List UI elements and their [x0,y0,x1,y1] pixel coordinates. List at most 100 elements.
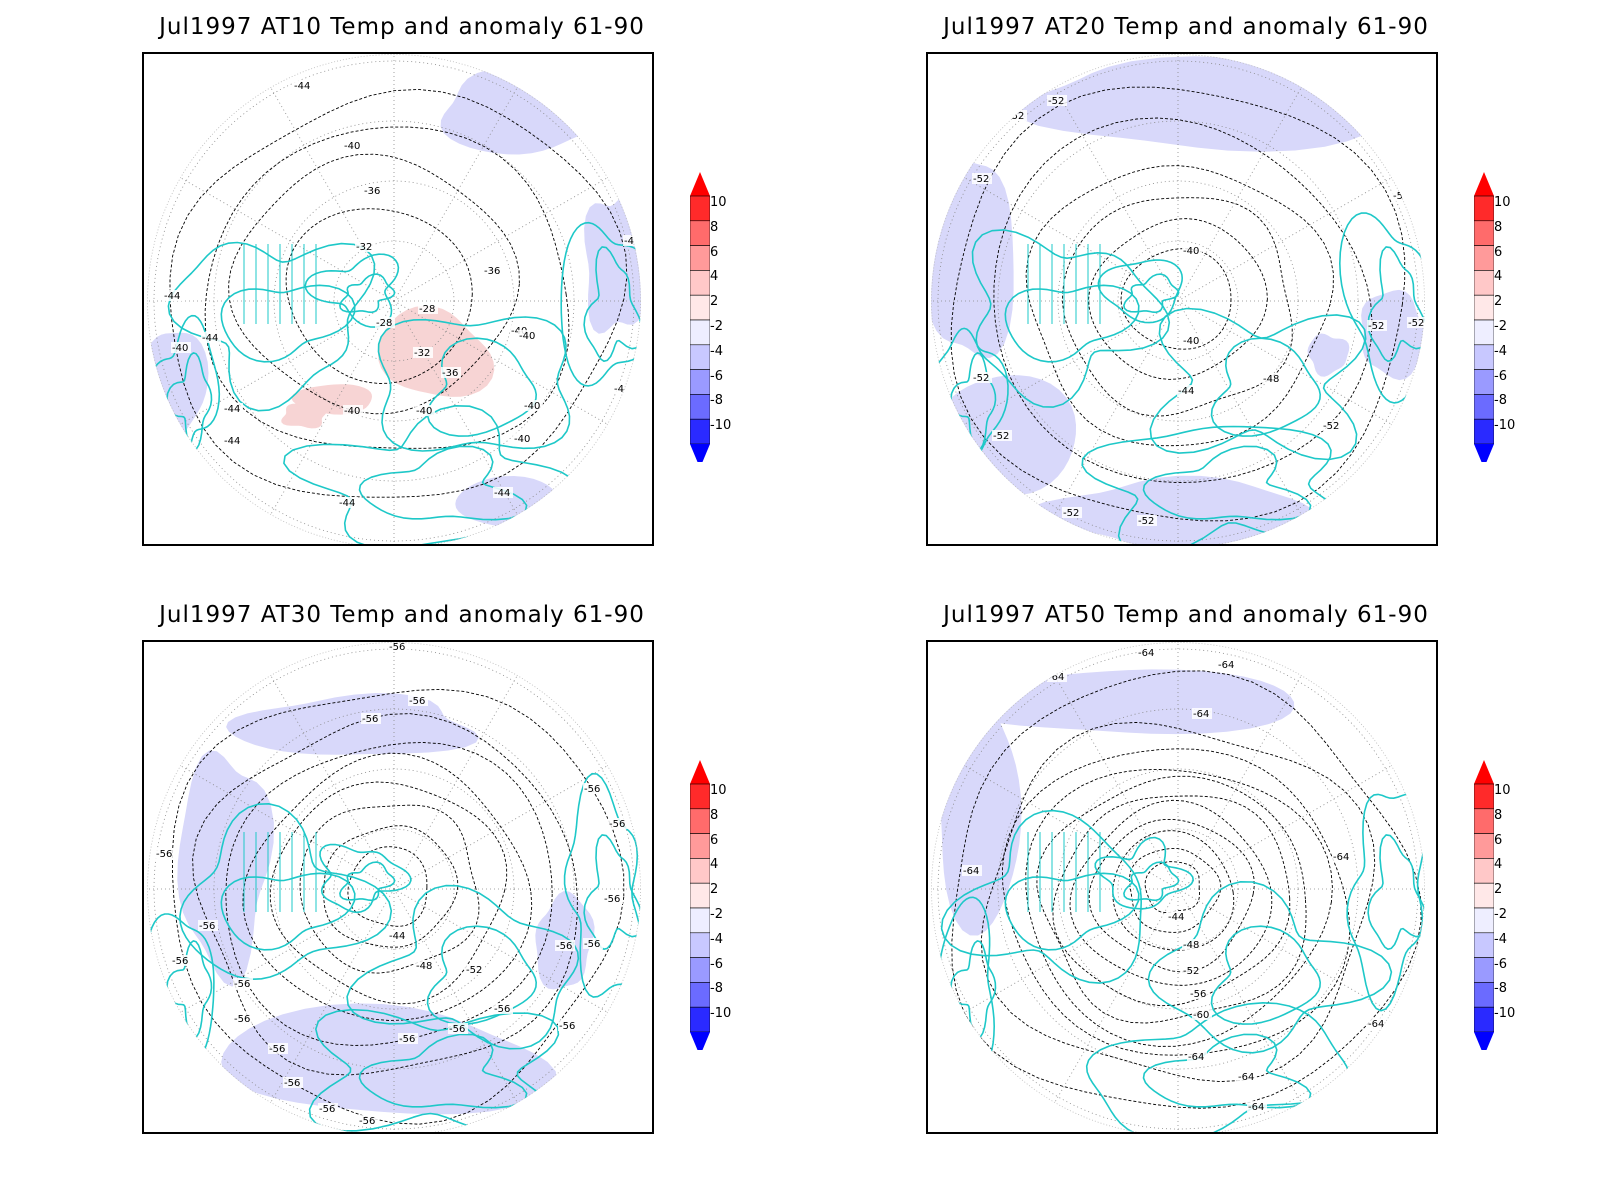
colorbar-label: -10 [710,1006,732,1022]
contour-label: -40 [524,401,540,412]
contour-label-bg [493,487,513,498]
contour-label-bg [343,140,363,151]
contour-label-bg [623,235,641,246]
colorbar-label: 6 [710,244,719,260]
contour-label: -52 [1138,516,1154,527]
contour-label-bg [1182,335,1202,346]
contour-label: -44 [389,931,405,942]
colorbar-label: 4 [710,857,719,873]
colorbar-segment [690,270,710,296]
colorbar-segment [690,808,710,834]
contour-label: -44 [202,333,218,344]
colorbar-label: 10 [710,195,727,210]
colorbar-svg [1474,760,1494,1050]
contour-label-bg [603,893,623,904]
polar-map: -52 -52 -52 -52 -40 -40 -44 -48 -52 -52 -52 -52 -52 -… [931,54,1425,544]
country-border [220,284,356,363]
colorbar-segment [690,957,710,983]
contour-label: -56 [494,1004,510,1015]
country-border [1004,284,1140,363]
contour-label: -32 [356,242,372,253]
contour-label: -44 [224,404,240,415]
contour-label: -44 [1168,912,1184,923]
colorbar-bottom-arrow [690,1032,710,1050]
contour-label: -48 [1183,940,1199,951]
polar-map-frame: -44 -40 -36 -32 -28 -28 -32 -36 -36 -40 -40 -44 -44 -… [142,52,654,546]
coastline [1149,307,1367,461]
cool-anomaly-area [939,669,1295,735]
contour-label: -44 [614,384,630,395]
contour-label-bg [171,955,191,966]
cool-anomaly-area [221,1003,558,1115]
cool-anomaly-area [440,69,611,155]
country-border [1367,834,1425,950]
contour-label: -56 [234,979,250,990]
contour-label: -52 [1408,318,1424,329]
contour-label-bg [198,920,218,931]
colorbar-segment [690,882,710,909]
temperature-contour [204,126,570,449]
country-border [1123,273,1180,314]
contour-label: -64 [1248,1102,1264,1113]
contour-label: -36 [364,186,380,197]
contour-label: -64 [1138,648,1154,659]
contour-label-bg [558,1020,578,1031]
contour-label: -52 [1008,111,1024,122]
contour-label-bg [1007,110,1027,121]
colorbar-label: -8 [710,981,723,997]
colorbar-label: -10 [1494,418,1516,434]
colorbar-top-arrow [1474,172,1494,196]
colorbar-bottom-arrow [1474,444,1494,462]
colorbar-segment [1474,982,1494,1008]
contour-label-bg [413,347,433,358]
colorbar-segment [690,833,710,859]
contour-label-bg [163,290,183,301]
colorbar-svg [1474,172,1494,462]
polar-map-frame: -56 -56 -56 -56 -56 -56 -56 -56 -44 -48 -52 -56 -56 -… [142,640,654,1134]
coastline [179,803,393,980]
colorbar-segment [690,418,710,445]
contour-label-bg [415,960,435,971]
colorbar-segment [690,394,710,420]
polar-map: -44 -40 -36 -32 -28 -28 -32 -36 -36 -40 -40 -44 -44 -… [147,54,641,544]
temperature-contour [171,688,625,1125]
contour-label: -48 [416,961,432,972]
colorbar-segment [690,220,710,246]
colorbar-segment [690,195,710,222]
contour-label-bg [415,405,435,416]
contour-label-bg [1167,911,1187,922]
temperature-contour [1144,861,1200,914]
contour-label-bg [418,303,438,314]
country-border [339,861,396,902]
contour-label-bg [1182,965,1202,976]
contour-label-bg [293,80,313,91]
colorbar-segment [690,369,710,395]
coastline [940,809,1142,984]
contour-label-bg [1047,95,1067,106]
contour-label: -36 [484,266,500,277]
temperature-contour [1129,847,1222,933]
colorbar-label: 6 [710,832,719,848]
colorbar-label: 10 [1494,195,1511,210]
contour-label-bg [583,783,603,794]
contour-label: -64 [1368,1019,1384,1030]
contour-label-bg [1332,851,1352,862]
contour-label: -52 [1063,508,1079,519]
colorbar-label: -2 [1494,319,1507,334]
colorbar-segment [1474,245,1494,271]
contour-label-bg [1192,708,1212,719]
contour-label-bg [223,435,243,446]
contour-label: -56 [604,894,620,905]
colorbar-segment [1474,220,1494,246]
contour-label: -40 [1183,246,1199,257]
colorbar-at10: 10 8 6 4 2 -2 -4 -6 -8 -10 [690,172,760,462]
temperature-contour [347,846,428,927]
contour-label-bg [155,848,175,859]
temperature-contour [1069,799,1273,986]
map-boundary [931,642,1425,1132]
contour-label: -44 [494,488,510,499]
panel-title: Jul1997 AT10 Temp and anomaly 61-90 [159,14,645,40]
colorbar-segment [1474,808,1494,834]
contour-label: -56 [319,1104,335,1115]
coastline [308,1008,560,1132]
